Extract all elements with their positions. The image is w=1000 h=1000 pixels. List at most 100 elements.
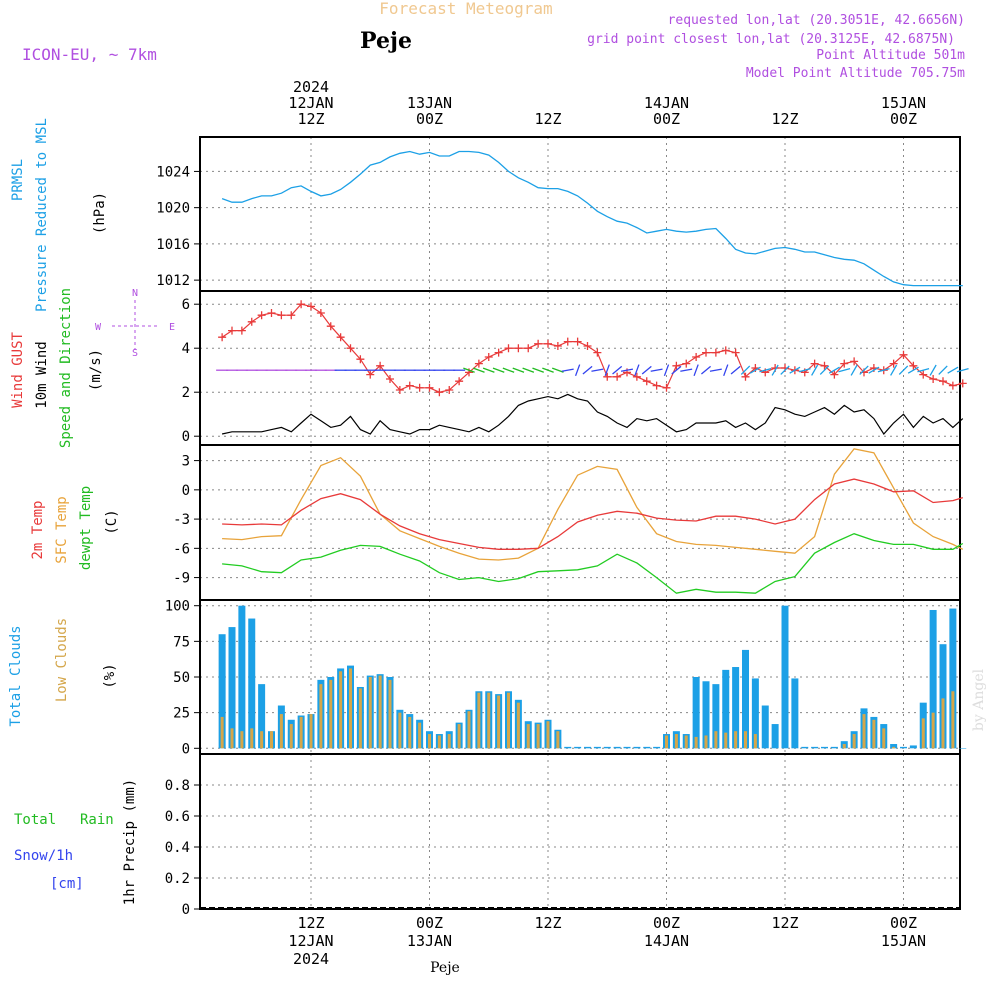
- wind-direction-arrow: [700, 365, 712, 375]
- total-cloud-bar: [732, 667, 740, 749]
- low-cloud-bar: [536, 724, 540, 749]
- low-cloud-bar: [289, 724, 293, 749]
- temp2m-label: 2m Temp: [30, 500, 46, 559]
- model-point-altitude: Model Point Altitude 705.75m: [746, 66, 965, 81]
- gust-marker: [544, 339, 552, 348]
- wind-direction-arrow: [574, 364, 581, 377]
- gust-marker: [850, 357, 859, 366]
- gust-marker: [514, 344, 523, 353]
- y-tick-label: -3: [173, 512, 190, 528]
- wind-direction-arrow: [907, 366, 919, 374]
- low-cloud-bar: [951, 691, 955, 749]
- low-cloud-bar: [428, 734, 431, 749]
- top-time-label: 00Z: [890, 110, 917, 128]
- compass-s: S: [132, 348, 138, 359]
- gust-marker: [307, 302, 315, 311]
- gust-marker: [237, 326, 246, 335]
- panel-frame: [199, 444, 961, 601]
- y-tick-label: -9: [173, 571, 190, 587]
- wind-direction-arrow: [582, 365, 593, 375]
- wind-direction-arrow: [956, 368, 969, 373]
- total-cloud-bar: [949, 608, 957, 749]
- gust-marker: [504, 344, 513, 353]
- wind-direction-arrow: [693, 364, 699, 377]
- wind-direction-arrow: [730, 365, 741, 375]
- low-cloud-bar: [457, 724, 461, 749]
- gust-marker: [830, 370, 839, 379]
- low-cloud-bar: [270, 731, 273, 749]
- total-cloud-bar: [929, 609, 937, 749]
- rain-label-total: Total: [14, 812, 56, 828]
- total-cloud-bar: [258, 684, 266, 749]
- total-cloud-bar: [248, 618, 256, 749]
- low-cloud-bar: [704, 735, 708, 749]
- low-cloud-bar: [724, 732, 728, 749]
- chart-title: Forecast Meteogram: [379, 0, 552, 18]
- compass-w: W: [95, 322, 102, 333]
- gust-marker: [810, 359, 819, 368]
- wind-direction-arrow: [828, 366, 840, 374]
- gust-marker: [316, 309, 325, 317]
- y-tick-label: 100: [165, 599, 190, 615]
- total-cloud-bar: [830, 746, 838, 749]
- y-tick-label: 1024: [156, 164, 190, 180]
- bottom-time-label: 15JAN: [881, 932, 926, 950]
- low-cloud-bar: [892, 746, 896, 749]
- total-cloud-bar: [791, 678, 799, 749]
- total-cloud-bar: [811, 746, 819, 749]
- wind-direction-arrow: [680, 368, 693, 372]
- wind-speed-line: [221, 393, 964, 435]
- low-cloud-bar: [941, 698, 945, 749]
- low-cloud-bar: [358, 688, 362, 749]
- total-cloud-bar: [653, 746, 661, 749]
- total-cloud-bar: [633, 746, 641, 749]
- low-cloud-bar: [220, 716, 224, 749]
- wind-direction-arrow: [859, 365, 869, 375]
- wind-direction-arrow: [634, 364, 640, 377]
- wind-direction-arrow: [740, 365, 751, 375]
- watermark: by Angel: [971, 668, 987, 731]
- gust-marker: [702, 348, 710, 357]
- low-cloud-bar: [447, 734, 451, 749]
- total-cloud-bar: [722, 669, 730, 749]
- total-cloud-bar: [593, 746, 601, 749]
- gust-marker: [899, 350, 908, 359]
- gust-marker: [721, 346, 730, 355]
- gust-marker: [445, 386, 454, 394]
- total-cloud-bar: [939, 644, 947, 749]
- total-cloud-bar: [761, 705, 769, 749]
- bottom-time-label: 13JAN: [407, 932, 452, 950]
- gust-marker: [435, 388, 444, 397]
- low-cloud-bar: [744, 731, 747, 749]
- low-cloud-bar: [694, 736, 698, 749]
- bottom-time-label: 14JAN: [644, 932, 689, 950]
- gust-marker: [474, 359, 483, 368]
- gust-marker: [573, 337, 582, 346]
- total-cloud-bar: [900, 746, 907, 749]
- gust-marker: [376, 361, 385, 370]
- wind-direction-arrow: [492, 367, 505, 373]
- y-tick-label: 0.2: [165, 871, 190, 887]
- low-cloud-bar: [507, 692, 510, 749]
- top-time-label: 00Z: [653, 110, 680, 128]
- bottom-time-label: 00Z: [653, 914, 680, 932]
- low-cloud-bar: [872, 719, 876, 749]
- wind-direction-arrow: [780, 365, 790, 375]
- wind-direction-arrow: [917, 368, 930, 373]
- low-cloud-bar: [842, 744, 846, 749]
- gust-marker: [593, 348, 602, 357]
- low-cloud-bar: [753, 734, 757, 749]
- gust-marker: [366, 370, 375, 379]
- low-cloud-bar: [556, 731, 560, 749]
- top-time-label: 15JAN: [881, 94, 926, 112]
- total-cloud-bar: [801, 746, 809, 749]
- total-cloud-bar: [643, 746, 651, 749]
- wind-direction-arrow: [723, 364, 729, 377]
- bottom-time-label: 12Z: [771, 914, 798, 932]
- y-tick-label: 4: [182, 341, 190, 357]
- low-cloud-bar: [674, 734, 678, 749]
- y-tick-label: 0: [182, 483, 190, 499]
- gust-marker: [642, 377, 651, 386]
- gust-marker: [840, 359, 849, 368]
- bottom-time-label: 2024: [293, 950, 329, 968]
